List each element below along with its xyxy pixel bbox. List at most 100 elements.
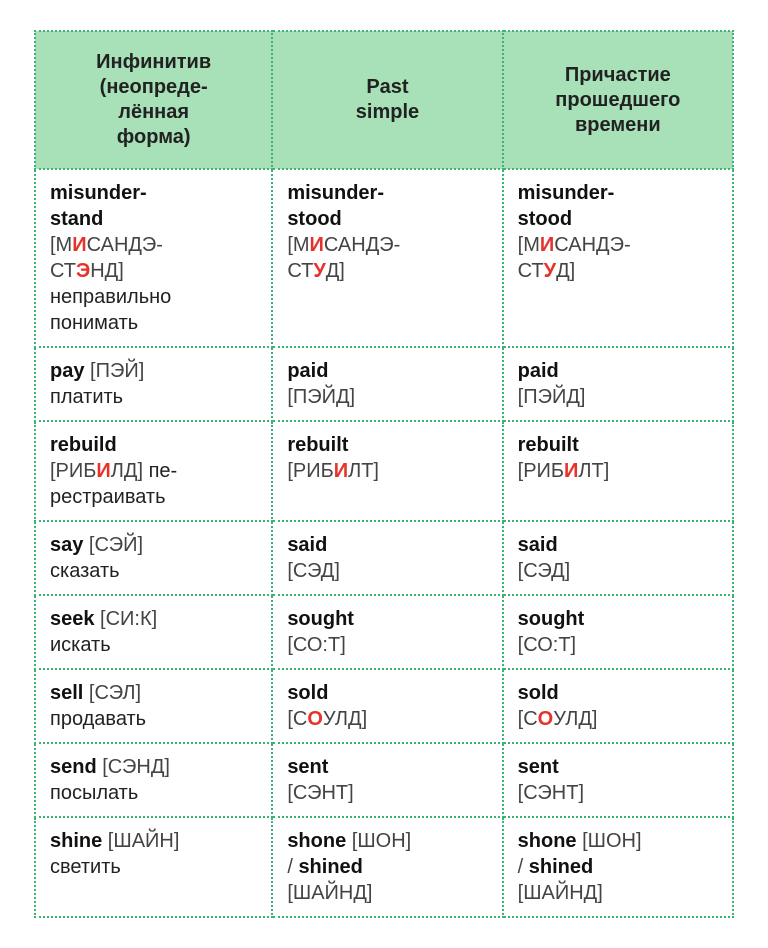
word: misunder-: [518, 182, 615, 204]
word: sold: [287, 682, 328, 704]
table-row: misunder- stand [МИСАНДЭ- СТЭНД] неправи…: [35, 169, 733, 347]
transcription: СТЭНД]: [50, 260, 124, 282]
transcription: СТУД]: [287, 260, 345, 282]
word: stand: [50, 208, 103, 230]
cell-past-participle: rebuilt [РИБИЛТ]: [503, 421, 733, 521]
word: sold: [518, 682, 559, 704]
meaning: рестраивать: [50, 486, 166, 508]
transcription: [ПЭЙ]: [84, 360, 144, 382]
cell-past-participle: sought [СО:Т]: [503, 595, 733, 669]
cell-past-participle: paid [ПЭЙД]: [503, 347, 733, 421]
table-row: seek [СИ:К] искать sought [СО:Т] sought …: [35, 595, 733, 669]
cell-past-simple: shone [ШОН] / shined [ШАЙНД]: [272, 817, 502, 917]
meaning: искать: [50, 634, 111, 656]
header-col3-line2: прошедшего: [555, 89, 680, 111]
header-infinitive: Инфинитив (неопреде- лённая форма): [35, 31, 272, 169]
cell-past-participle: sent [СЭНТ]: [503, 743, 733, 817]
word: pay: [50, 360, 84, 382]
transcription: [СЭНТ]: [518, 782, 584, 804]
word: rebuilt: [287, 434, 348, 456]
slash: /: [287, 856, 298, 878]
table-row: shine [ШАЙН] светить shone [ШОН] / shine…: [35, 817, 733, 917]
word: sent: [518, 756, 559, 778]
meaning: посылать: [50, 782, 138, 804]
transcription: [ШАЙНД]: [518, 882, 603, 904]
cell-infinitive: send [СЭНД] посылать: [35, 743, 272, 817]
transcription: [СОУЛД]: [518, 708, 598, 730]
word: shined: [298, 856, 362, 878]
table-row: pay [ПЭЙ] платить paid [ПЭЙД] paid [ПЭЙД…: [35, 347, 733, 421]
meaning: пе-: [149, 460, 178, 482]
word: shine: [50, 830, 102, 852]
transcription: [СЭЙ]: [83, 534, 143, 556]
cell-infinitive: seek [СИ:К] искать: [35, 595, 272, 669]
word: said: [518, 534, 558, 556]
transcription: [ПЭЙД]: [287, 386, 355, 408]
cell-past-simple: misunder- stood [МИСАНДЭ- СТУД]: [272, 169, 502, 347]
transcription: [МИСАНДЭ-: [50, 234, 163, 256]
transcription: [СЭНТ]: [287, 782, 353, 804]
word: sent: [287, 756, 328, 778]
word: paid: [518, 360, 559, 382]
transcription: [МИСАНДЭ-: [287, 234, 400, 256]
transcription: [СЭД]: [287, 560, 340, 582]
header-col2-line2: simple: [356, 101, 419, 123]
header-past-participle: Причастие прошедшего времени: [503, 31, 733, 169]
cell-infinitive: say [СЭЙ] сказать: [35, 521, 272, 595]
table-row: rebuild [РИБИЛД] пе- рестраивать rebuilt…: [35, 421, 733, 521]
word: say: [50, 534, 83, 556]
header-col1-line4: форма): [117, 126, 191, 148]
cell-past-simple: paid [ПЭЙД]: [272, 347, 502, 421]
meaning: продавать: [50, 708, 146, 730]
transcription: [СО:Т]: [287, 634, 345, 656]
transcription: СТУД]: [518, 260, 576, 282]
transcription: [ШАЙН]: [102, 830, 179, 852]
cell-infinitive: shine [ШАЙН] светить: [35, 817, 272, 917]
word: paid: [287, 360, 328, 382]
word: sell: [50, 682, 83, 704]
cell-infinitive: sell [СЭЛ] продавать: [35, 669, 272, 743]
cell-past-simple: sought [СО:Т]: [272, 595, 502, 669]
transcription: [СИ:К]: [95, 608, 158, 630]
cell-infinitive: rebuild [РИБИЛД] пе- рестраивать: [35, 421, 272, 521]
word: shined: [529, 856, 593, 878]
word: rebuilt: [518, 434, 579, 456]
meaning: платить: [50, 386, 123, 408]
cell-past-simple: sold [СОУЛД]: [272, 669, 502, 743]
meaning: сказать: [50, 560, 120, 582]
transcription: [СОУЛД]: [287, 708, 367, 730]
word: shone: [518, 830, 577, 852]
transcription: [СО:Т]: [518, 634, 576, 656]
cell-past-participle: said [СЭД]: [503, 521, 733, 595]
cell-past-participle: sold [СОУЛД]: [503, 669, 733, 743]
word: sought: [287, 608, 354, 630]
word: stood: [518, 208, 572, 230]
transcription: [ПЭЙД]: [518, 386, 586, 408]
header-col1-line2: (неопреде-: [100, 76, 208, 98]
transcription: [МИСАНДЭ-: [518, 234, 631, 256]
cell-past-participle: shone [ШОН] / shined [ШАЙНД]: [503, 817, 733, 917]
word: said: [287, 534, 327, 556]
word: stood: [287, 208, 341, 230]
cell-past-simple: said [СЭД]: [272, 521, 502, 595]
header-col3-line3: времени: [575, 114, 661, 136]
irregular-verbs-table: Инфинитив (неопреде- лённая форма) Past …: [34, 30, 734, 918]
header-col1-line1: Инфинитив: [96, 51, 211, 73]
cell-past-simple: rebuilt [РИБИЛТ]: [272, 421, 502, 521]
table-row: say [СЭЙ] сказать said [СЭД] said [СЭД]: [35, 521, 733, 595]
transcription: [РИБИЛТ]: [518, 460, 610, 482]
cell-infinitive: pay [ПЭЙ] платить: [35, 347, 272, 421]
cell-infinitive: misunder- stand [МИСАНДЭ- СТЭНД] неправи…: [35, 169, 272, 347]
transcription: [ШАЙНД]: [287, 882, 372, 904]
word: send: [50, 756, 97, 778]
table-row: send [СЭНД] посылать sent [СЭНТ] sent [С…: [35, 743, 733, 817]
word: seek: [50, 608, 95, 630]
header-col2-line1: Past: [366, 76, 408, 98]
meaning: неправильно: [50, 286, 171, 308]
word: misunder-: [287, 182, 384, 204]
header-col1-line3: лённая: [118, 101, 189, 123]
transcription: [СЭД]: [518, 560, 571, 582]
transcription: [СЭНД]: [97, 756, 170, 778]
table-header-row: Инфинитив (неопреде- лённая форма) Past …: [35, 31, 733, 169]
transcription: [ШОН]: [346, 830, 411, 852]
